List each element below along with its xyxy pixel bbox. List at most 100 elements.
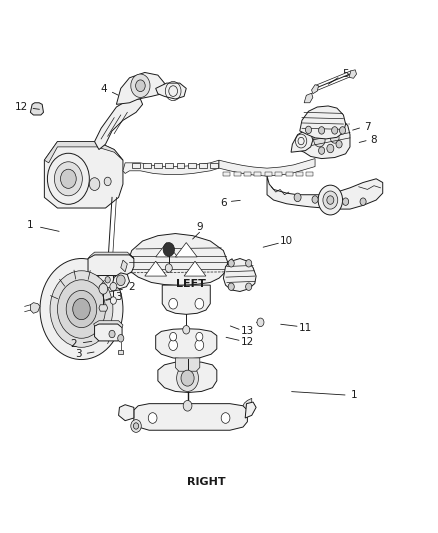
Text: 2: 2	[128, 282, 135, 292]
Circle shape	[177, 365, 198, 391]
Bar	[275, 172, 282, 175]
Circle shape	[73, 298, 90, 320]
Circle shape	[221, 413, 230, 423]
Text: LEFT: LEFT	[176, 279, 205, 288]
Text: 2: 2	[71, 338, 78, 349]
Polygon shape	[223, 259, 256, 292]
Circle shape	[246, 260, 252, 267]
Circle shape	[195, 340, 204, 351]
Polygon shape	[228, 259, 234, 272]
Circle shape	[110, 297, 117, 304]
Circle shape	[257, 318, 264, 327]
Circle shape	[323, 191, 338, 209]
Text: 10: 10	[280, 236, 293, 246]
Circle shape	[327, 144, 334, 153]
Text: 3: 3	[75, 349, 82, 359]
Bar	[177, 164, 184, 167]
Polygon shape	[95, 324, 122, 341]
Text: RIGHT: RIGHT	[187, 477, 225, 487]
Bar	[210, 164, 218, 167]
Bar	[296, 172, 303, 175]
Circle shape	[327, 196, 334, 204]
Polygon shape	[119, 405, 134, 421]
Polygon shape	[291, 131, 313, 152]
Bar	[188, 164, 196, 167]
Polygon shape	[162, 285, 210, 314]
Text: 12: 12	[241, 337, 254, 347]
Polygon shape	[155, 83, 186, 99]
Polygon shape	[349, 70, 357, 78]
Polygon shape	[30, 303, 40, 313]
Circle shape	[294, 193, 301, 201]
Circle shape	[50, 271, 113, 348]
Polygon shape	[44, 142, 123, 163]
Circle shape	[318, 127, 325, 134]
Circle shape	[314, 133, 325, 147]
Circle shape	[305, 126, 311, 134]
Bar	[199, 164, 207, 167]
Polygon shape	[267, 176, 383, 209]
Circle shape	[318, 147, 325, 155]
Bar	[154, 164, 162, 167]
Polygon shape	[44, 142, 123, 208]
Text: 9: 9	[196, 222, 203, 232]
Circle shape	[228, 283, 234, 290]
Bar	[254, 172, 261, 175]
Polygon shape	[123, 160, 219, 174]
Polygon shape	[175, 358, 200, 371]
Circle shape	[183, 326, 190, 334]
Bar	[306, 172, 313, 175]
Circle shape	[181, 370, 194, 386]
Bar	[166, 164, 173, 167]
Polygon shape	[121, 260, 127, 272]
Circle shape	[117, 275, 125, 286]
Text: 7: 7	[364, 122, 371, 132]
Circle shape	[170, 333, 177, 341]
Bar	[234, 172, 241, 175]
Circle shape	[99, 284, 108, 294]
Bar	[143, 164, 151, 167]
Text: 3: 3	[115, 292, 122, 302]
Circle shape	[332, 127, 338, 134]
Circle shape	[66, 290, 97, 328]
Text: 1: 1	[351, 390, 358, 400]
Circle shape	[318, 185, 343, 215]
Text: 5: 5	[343, 69, 349, 79]
Circle shape	[343, 198, 349, 205]
Polygon shape	[155, 243, 177, 257]
Circle shape	[228, 260, 234, 267]
Polygon shape	[30, 103, 43, 115]
Polygon shape	[94, 321, 123, 328]
Circle shape	[169, 340, 177, 351]
Circle shape	[246, 283, 252, 290]
Circle shape	[131, 419, 141, 432]
Circle shape	[169, 298, 177, 309]
Circle shape	[105, 277, 110, 283]
Circle shape	[60, 169, 76, 188]
Circle shape	[339, 127, 346, 134]
Text: 1: 1	[27, 220, 34, 230]
Polygon shape	[184, 261, 206, 276]
Text: 12: 12	[15, 102, 28, 112]
Text: 6: 6	[220, 198, 227, 208]
Circle shape	[110, 282, 117, 291]
Polygon shape	[304, 93, 313, 103]
Polygon shape	[145, 261, 166, 276]
Text: 13: 13	[241, 326, 254, 336]
Polygon shape	[311, 85, 318, 94]
Text: 4: 4	[100, 84, 106, 94]
Circle shape	[131, 74, 150, 98]
Polygon shape	[245, 402, 256, 418]
Polygon shape	[88, 252, 134, 259]
Bar	[223, 172, 230, 175]
Polygon shape	[112, 273, 130, 289]
Text: 8: 8	[371, 135, 377, 145]
Polygon shape	[219, 159, 315, 176]
Polygon shape	[175, 243, 197, 257]
Polygon shape	[243, 398, 252, 410]
Circle shape	[360, 198, 366, 205]
Circle shape	[330, 133, 339, 143]
Bar	[286, 172, 293, 175]
Bar	[244, 172, 251, 175]
Circle shape	[57, 280, 106, 338]
